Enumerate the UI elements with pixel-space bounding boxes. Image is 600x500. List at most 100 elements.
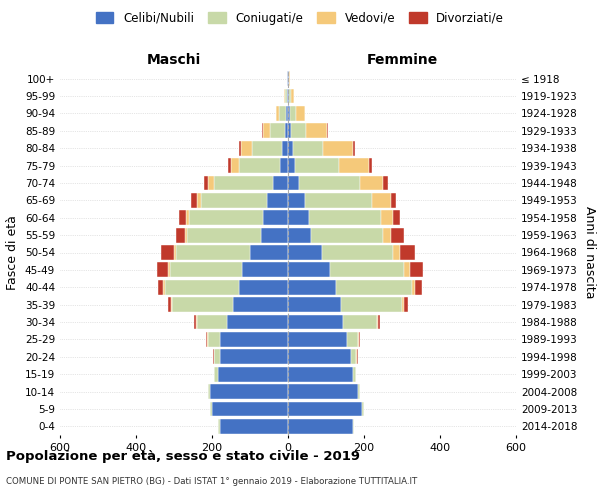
Bar [379, 314, 380, 330]
Bar [262, 124, 263, 138]
Bar [220, 419, 288, 434]
Bar [168, 298, 171, 312]
Bar [163, 280, 164, 294]
Bar [187, 228, 262, 242]
Bar [353, 367, 356, 382]
Bar [196, 314, 197, 330]
Bar [218, 367, 288, 382]
Bar [412, 280, 415, 294]
Bar [214, 176, 273, 190]
Bar [288, 141, 293, 156]
Bar [371, 193, 391, 208]
Bar [322, 245, 392, 260]
Bar [359, 332, 360, 347]
Bar [172, 298, 233, 312]
Bar [288, 402, 362, 416]
Bar [276, 106, 279, 121]
Bar [288, 367, 353, 382]
Bar [293, 141, 323, 156]
Bar [263, 210, 288, 225]
Bar [347, 332, 358, 347]
Bar [205, 176, 208, 190]
Bar [208, 332, 220, 347]
Bar [369, 158, 372, 173]
Bar [288, 280, 335, 294]
Bar [353, 141, 355, 156]
Bar [343, 314, 377, 330]
Bar [415, 280, 422, 294]
Bar [191, 193, 197, 208]
Y-axis label: Fasce di età: Fasce di età [7, 215, 19, 290]
Bar [214, 350, 220, 364]
Bar [362, 402, 364, 416]
Bar [400, 245, 415, 260]
Bar [391, 228, 404, 242]
Bar [200, 193, 267, 208]
Bar [287, 88, 288, 104]
Text: Femmine: Femmine [367, 54, 437, 68]
Bar [227, 314, 288, 330]
Bar [287, 72, 288, 86]
Bar [263, 124, 270, 138]
Bar [218, 419, 220, 434]
Bar [353, 419, 354, 434]
Bar [296, 106, 305, 121]
Bar [220, 350, 288, 364]
Bar [158, 280, 163, 294]
Legend: Celibi/Nubili, Coniugati/e, Vedovi/e, Divorziati/e: Celibi/Nubili, Coniugati/e, Vedovi/e, Di… [90, 6, 510, 30]
Bar [241, 141, 252, 156]
Bar [283, 141, 288, 156]
Bar [231, 158, 239, 173]
Bar [157, 262, 168, 278]
Bar [341, 298, 402, 312]
Bar [210, 384, 288, 399]
Bar [174, 245, 176, 260]
Bar [161, 245, 174, 260]
Bar [288, 193, 305, 208]
Bar [330, 262, 404, 278]
Bar [404, 262, 410, 278]
Bar [288, 88, 289, 104]
Bar [410, 262, 423, 278]
Text: Popolazione per età, sesso e stato civile - 2019: Popolazione per età, sesso e stato civil… [6, 450, 360, 463]
Bar [176, 245, 250, 260]
Bar [213, 350, 214, 364]
Bar [206, 332, 208, 347]
Bar [194, 314, 196, 330]
Bar [290, 106, 296, 121]
Bar [358, 332, 359, 347]
Bar [392, 210, 400, 225]
Bar [288, 384, 358, 399]
Bar [288, 419, 353, 434]
Bar [286, 106, 288, 121]
Bar [358, 384, 360, 399]
Bar [392, 245, 400, 260]
Bar [288, 158, 295, 173]
Bar [335, 280, 412, 294]
Bar [171, 298, 172, 312]
Bar [239, 158, 280, 173]
Bar [377, 314, 379, 330]
Bar [391, 193, 397, 208]
Bar [242, 262, 288, 278]
Bar [288, 262, 330, 278]
Bar [220, 332, 288, 347]
Bar [189, 210, 263, 225]
Bar [288, 228, 311, 242]
Bar [280, 158, 288, 173]
Y-axis label: Anni di nascita: Anni di nascita [583, 206, 596, 298]
Bar [273, 176, 288, 190]
Bar [291, 124, 306, 138]
Bar [338, 158, 369, 173]
Bar [288, 124, 291, 138]
Bar [197, 314, 227, 330]
Bar [270, 124, 285, 138]
Bar [279, 106, 286, 121]
Bar [402, 298, 404, 312]
Bar [289, 88, 291, 104]
Bar [383, 228, 391, 242]
Bar [233, 298, 288, 312]
Bar [288, 245, 322, 260]
Bar [288, 332, 347, 347]
Bar [262, 228, 288, 242]
